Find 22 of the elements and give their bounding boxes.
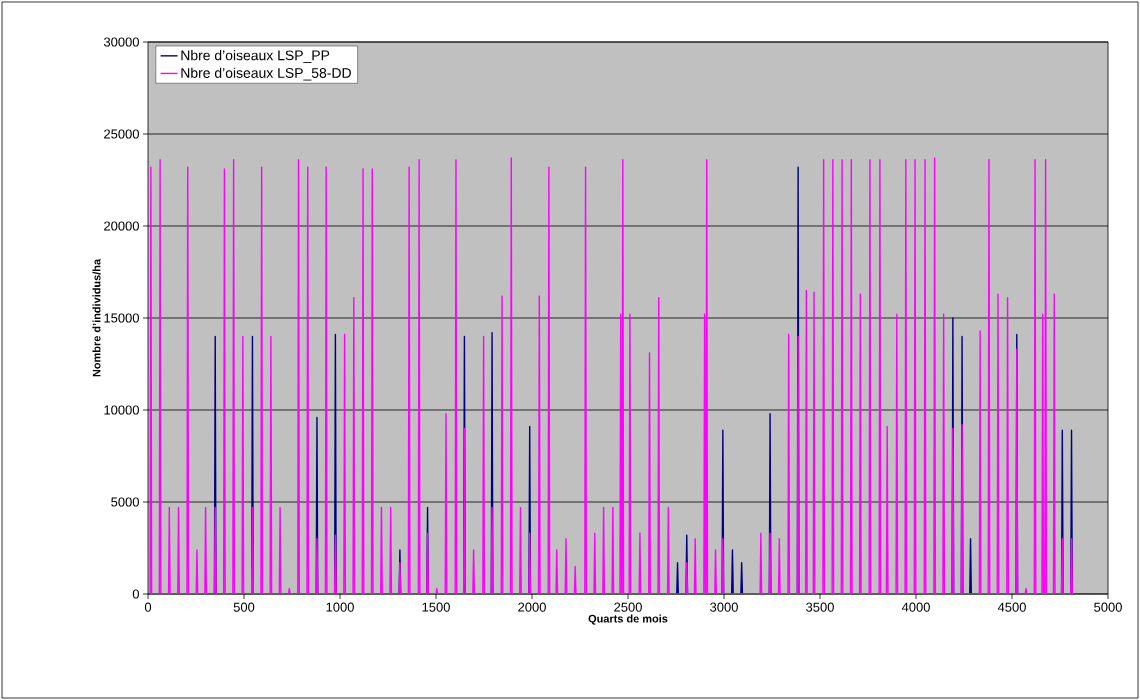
x-tick-label: 2500 [614,602,642,612]
x-tick-label: 3000 [710,602,738,612]
x-tick-label: 500 [233,602,255,612]
y-tick-label: 30000 [103,37,139,47]
x-tick-label: 5000 [1094,602,1122,612]
x-tick-label: 2000 [518,602,546,612]
x-tick-label: 1500 [422,602,450,612]
y-tick-label: 15000 [104,313,139,323]
x-axis-title: Quarts de mois [588,614,668,625]
legend-label: Nbre d’oiseaux LSP_58-DD [181,67,351,81]
legend-label: Nbre d’oiseaux LSP_PP [181,50,330,63]
x-tick-label: 3500 [806,602,834,612]
y-tick-label: 25000 [104,129,139,139]
x-tick-label: 0 [144,602,152,612]
y-tick-label: 20000 [104,221,139,231]
y-axis-title: Nombre d’individus/ha [92,258,101,377]
x-tick-label: 4500 [997,602,1026,612]
x-tick-label: 1000 [326,602,354,612]
y-tick-label: 10000 [104,405,139,415]
y-tick-label: 0 [132,589,139,599]
x-tick-label: 4000 [901,602,930,612]
y-tick-label: 5000 [111,497,139,507]
